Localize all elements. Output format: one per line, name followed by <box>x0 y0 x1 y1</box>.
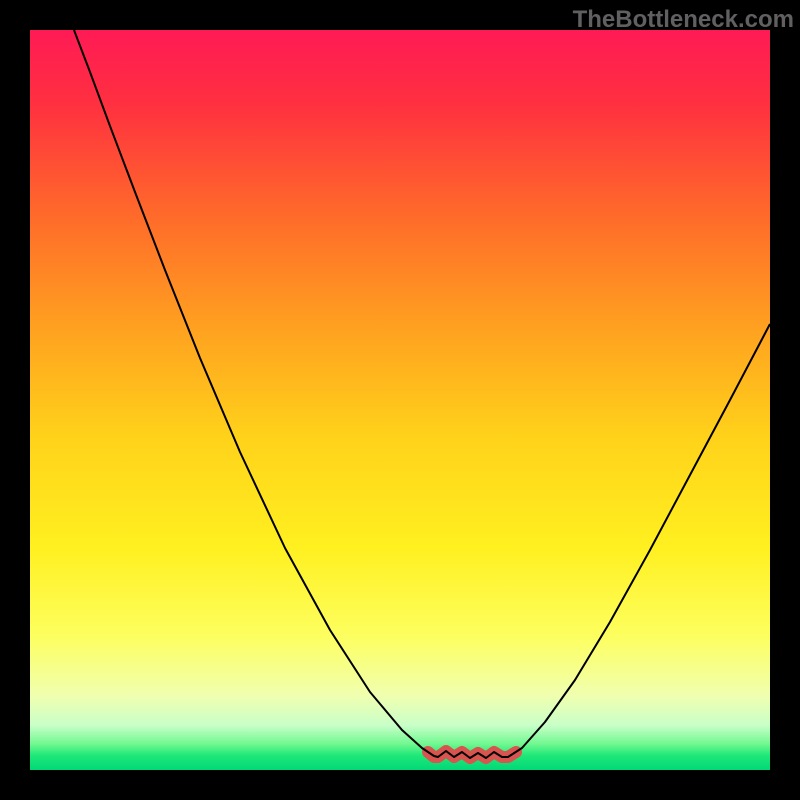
gradient-background <box>30 30 770 770</box>
plot-area <box>30 30 770 770</box>
watermark-text: TheBottleneck.com <box>573 6 794 34</box>
chart-svg <box>30 30 770 770</box>
chart-container: TheBottleneck.com <box>0 0 800 800</box>
